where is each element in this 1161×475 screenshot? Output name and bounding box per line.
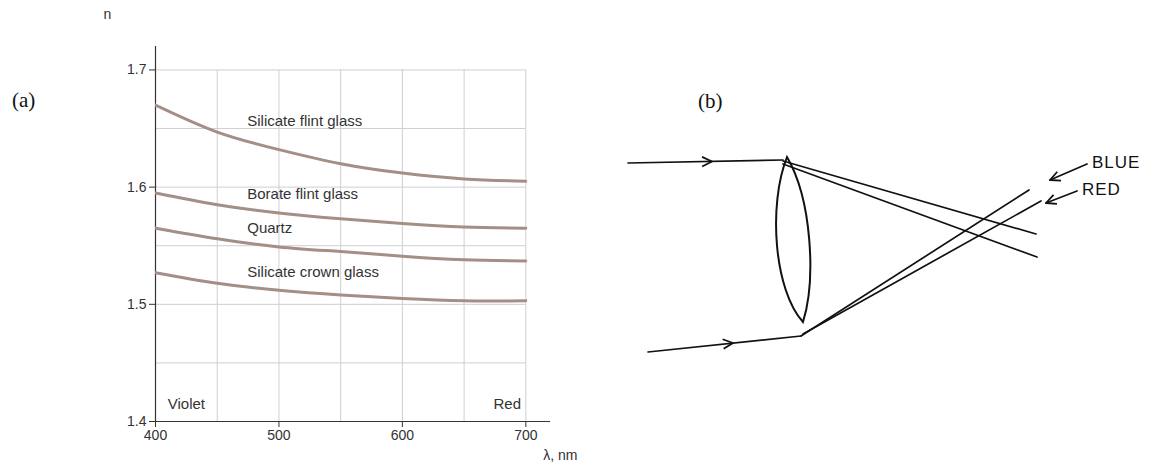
svg-text:RED: RED bbox=[1082, 180, 1121, 199]
svg-text:Silicate flint glass: Silicate flint glass bbox=[247, 112, 362, 129]
svg-text:400: 400 bbox=[144, 427, 168, 443]
svg-text:1.6: 1.6 bbox=[127, 179, 147, 195]
svg-text:600: 600 bbox=[391, 427, 415, 443]
svg-text:700: 700 bbox=[514, 427, 538, 443]
svg-text:λ, nm: λ, nm bbox=[543, 447, 577, 463]
svg-text:Quartz: Quartz bbox=[247, 219, 292, 236]
svg-text:Borate flint glass: Borate flint glass bbox=[247, 185, 358, 202]
svg-text:1.5: 1.5 bbox=[127, 296, 147, 312]
svg-text:n: n bbox=[104, 6, 112, 22]
html-text:(a): (a) bbox=[12, 88, 36, 112]
svg-text:1.4: 1.4 bbox=[127, 413, 147, 429]
svg-text:Violet: Violet bbox=[168, 395, 206, 412]
svg-text:1.7: 1.7 bbox=[127, 61, 147, 77]
svg-text:500: 500 bbox=[267, 427, 291, 443]
svg-text:Red: Red bbox=[494, 395, 522, 412]
svg-text:Silicate crown glass: Silicate crown glass bbox=[247, 263, 379, 280]
svg-text:BLUE: BLUE bbox=[1092, 153, 1140, 172]
svg-text:(b): (b) bbox=[698, 89, 723, 113]
